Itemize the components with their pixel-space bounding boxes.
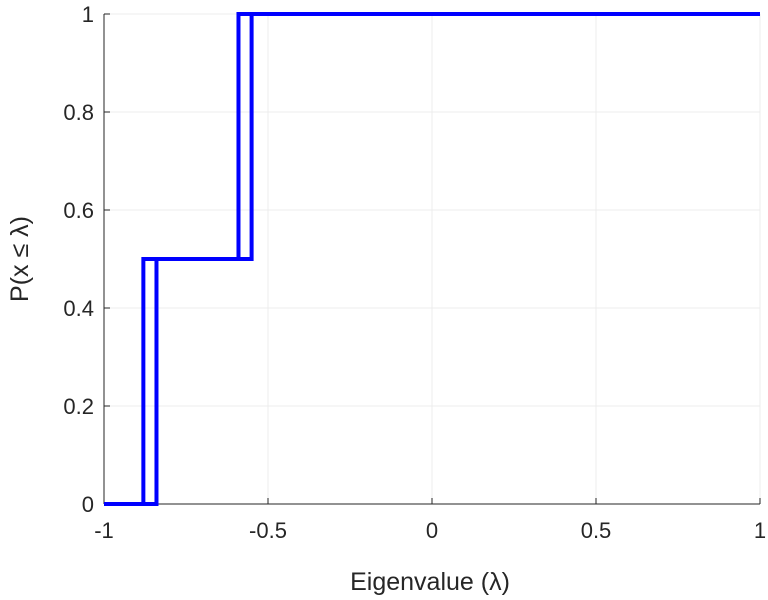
- y-axis-label: P(x ≤ λ): [6, 216, 34, 302]
- x-tick-label: -0.5: [249, 518, 287, 543]
- x-axis-label: Eigenvalue (λ): [350, 568, 510, 596]
- y-tick-label: 0.2: [63, 394, 94, 419]
- series-group: [104, 12, 760, 506]
- y-tick-label: 0.8: [63, 100, 94, 125]
- series-line-cdf-2: [117, 12, 760, 506]
- x-tick-label: 1: [754, 518, 766, 543]
- x-tick-label: -1: [94, 518, 114, 543]
- x-tick-label: 0.5: [581, 518, 612, 543]
- x-tick-label: 0: [426, 518, 438, 543]
- tick-labels: -1 -0.5 0 0.5 1 0 0.2 0.4 0.6 0.8 1: [63, 2, 766, 543]
- y-tick-label: 1: [82, 2, 94, 27]
- y-tick-label: 0: [82, 492, 94, 517]
- y-tick-label: 0.6: [63, 198, 94, 223]
- y-tick-label: 0.4: [63, 296, 94, 321]
